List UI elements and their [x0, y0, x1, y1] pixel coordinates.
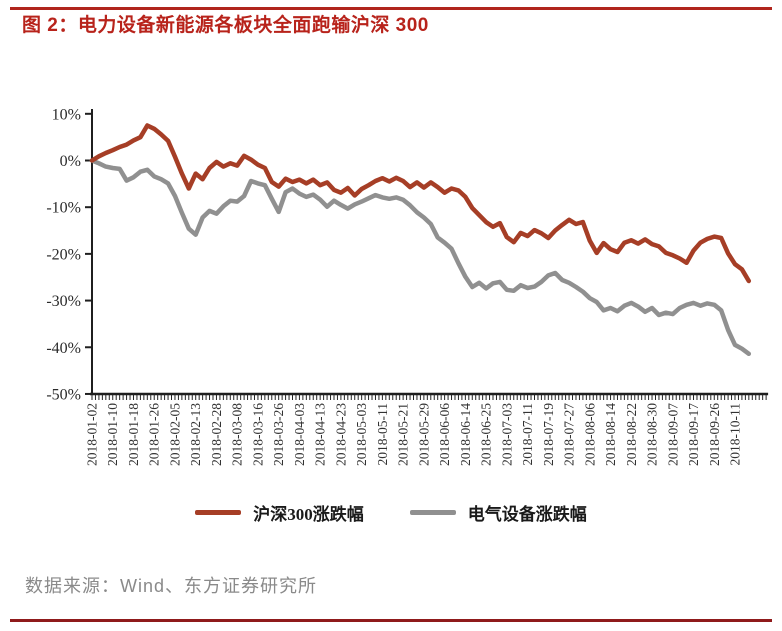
x-tick-label: 2018-03-26	[271, 403, 286, 466]
legend-swatch-csi300	[195, 510, 242, 515]
x-tick-label: 2018-05-21	[396, 403, 411, 466]
legend-label-electrical: 电气设备涨跌幅	[467, 505, 587, 524]
x-tick-label: 2018-08-14	[603, 403, 618, 466]
y-tick-label: 0%	[60, 153, 81, 170]
legend-label-csi300: 沪深300涨跌幅	[253, 505, 364, 524]
chart-legend: 沪深300涨跌幅 电气设备涨跌幅	[0, 500, 782, 525]
legend-item-csi300: 沪深300涨跌幅	[195, 500, 364, 525]
x-tick-label: 2018-02-28	[209, 403, 224, 466]
x-tick-label: 2018-04-03	[292, 403, 307, 466]
y-tick-label: -10%	[46, 200, 81, 217]
x-tick-label: 2018-02-13	[188, 403, 203, 466]
legend-swatch-electrical	[409, 510, 456, 515]
x-tick-label: 2018-04-13	[313, 403, 328, 466]
chart-canvas: 10% 0% -10% -20% -30% -40% -50% 2018-01-02 2018-…	[46, 106, 769, 466]
x-tick-label: 2018-04-23	[333, 403, 348, 466]
series-line-csi300	[89, 123, 752, 284]
x-tick-label: 2018-09-17	[686, 403, 701, 466]
figure-title: 图 2：电力设备新能源各板块全面跑输沪深 300	[22, 15, 429, 36]
x-tick-label: 2018-01-26	[147, 403, 162, 466]
x-tick-label: 2018-05-03	[354, 403, 369, 466]
x-tick-label: 2018-03-08	[230, 403, 245, 466]
y-tick-label: -20%	[46, 246, 81, 263]
x-tick-label: 2018-08-22	[624, 403, 639, 466]
x-tick-label: 2018-06-14	[458, 403, 473, 466]
y-tick-label: -50%	[46, 386, 81, 403]
bottom-divider	[10, 619, 772, 622]
legend-item-electrical: 电气设备涨跌幅	[409, 500, 587, 525]
series-line-electrical	[89, 158, 752, 357]
x-tick-label: 2018-08-06	[582, 403, 597, 466]
line-chart: 10% 0% -10% -20% -30% -40% -50% 2018-01-02 2018-…	[46, 106, 769, 466]
x-tick-label: 2018-10-11	[728, 403, 743, 466]
top-divider	[10, 7, 772, 10]
x-tick-label: 2018-07-27	[562, 403, 577, 466]
x-tick-label: 2018-07-19	[541, 403, 556, 466]
x-tick-label: 2018-05-11	[375, 403, 390, 466]
y-tick-label: -40%	[46, 340, 81, 357]
x-tick-label: 2018-01-10	[105, 403, 120, 466]
x-tick-label: 2018-01-18	[126, 403, 141, 466]
x-tick-label: 2018-06-06	[437, 403, 452, 466]
y-tick-label: 10%	[52, 106, 81, 123]
x-tick-label: 2018-09-07	[665, 403, 680, 466]
x-tick-label: 2018-02-05	[167, 403, 182, 466]
data-source: 数据来源：Wind、东方证券研究所	[25, 576, 318, 596]
x-tick-label: 2018-06-25	[479, 403, 494, 466]
y-tick-label: -30%	[46, 293, 81, 310]
x-tick-label: 2018-08-30	[645, 403, 660, 466]
x-tick-label: 2018-07-11	[520, 403, 535, 466]
x-tick-label: 2018-05-29	[416, 403, 431, 466]
x-tick-label: 2018-09-26	[707, 403, 722, 466]
x-tick-label: 2018-07-03	[499, 403, 514, 466]
x-tick-label: 2018-01-02	[85, 403, 100, 466]
x-tick-label: 2018-03-16	[250, 403, 265, 466]
